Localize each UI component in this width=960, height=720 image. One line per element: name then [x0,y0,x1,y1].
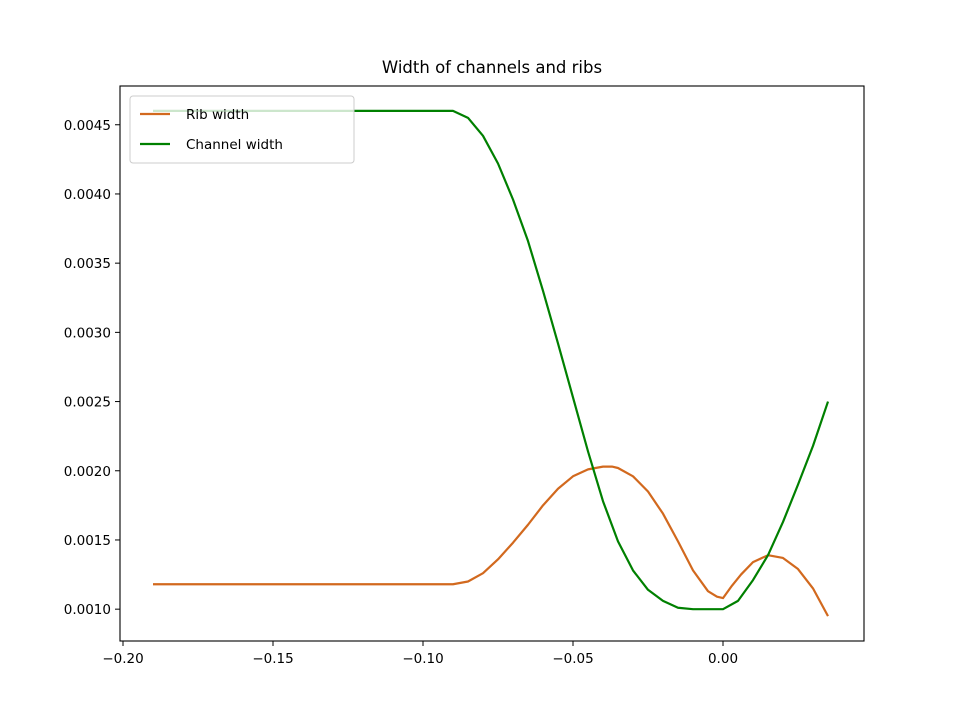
y-tick-label: 0.0045 [64,118,111,134]
legend: Rib width Channel width [129,95,355,164]
legend-label: Rib width [186,107,249,123]
axes-frame [119,85,865,642]
x-tick-label: −0.15 [252,651,293,667]
chart-title: Width of channels and ribs [382,58,602,77]
x-tick-label: −0.10 [402,651,443,667]
y-tick-label: 0.0020 [64,464,111,480]
y-tick-label: 0.0025 [64,395,111,411]
y-tick-label: 0.0035 [64,256,111,272]
y-tick-label: 0.0015 [64,533,111,549]
axes: −0.20 −0.15 −0.10 −0.05 0.00 0.0010 0.0015 0.00… [64,85,865,667]
legend-box [129,95,355,164]
x-tick-label: −0.05 [552,651,593,667]
y-tick-label: 0.0040 [64,187,111,203]
x-tick-label: 0.00 [708,651,738,667]
series-line-rib-width [153,465,829,617]
y-tick-label: 0.0010 [64,602,111,618]
x-tick-label: −0.20 [102,651,143,667]
y-tick-label: 0.0030 [64,325,111,341]
series-line-channel-width [153,109,830,611]
plot-area [153,109,830,617]
legend-label: Channel width [186,137,283,153]
